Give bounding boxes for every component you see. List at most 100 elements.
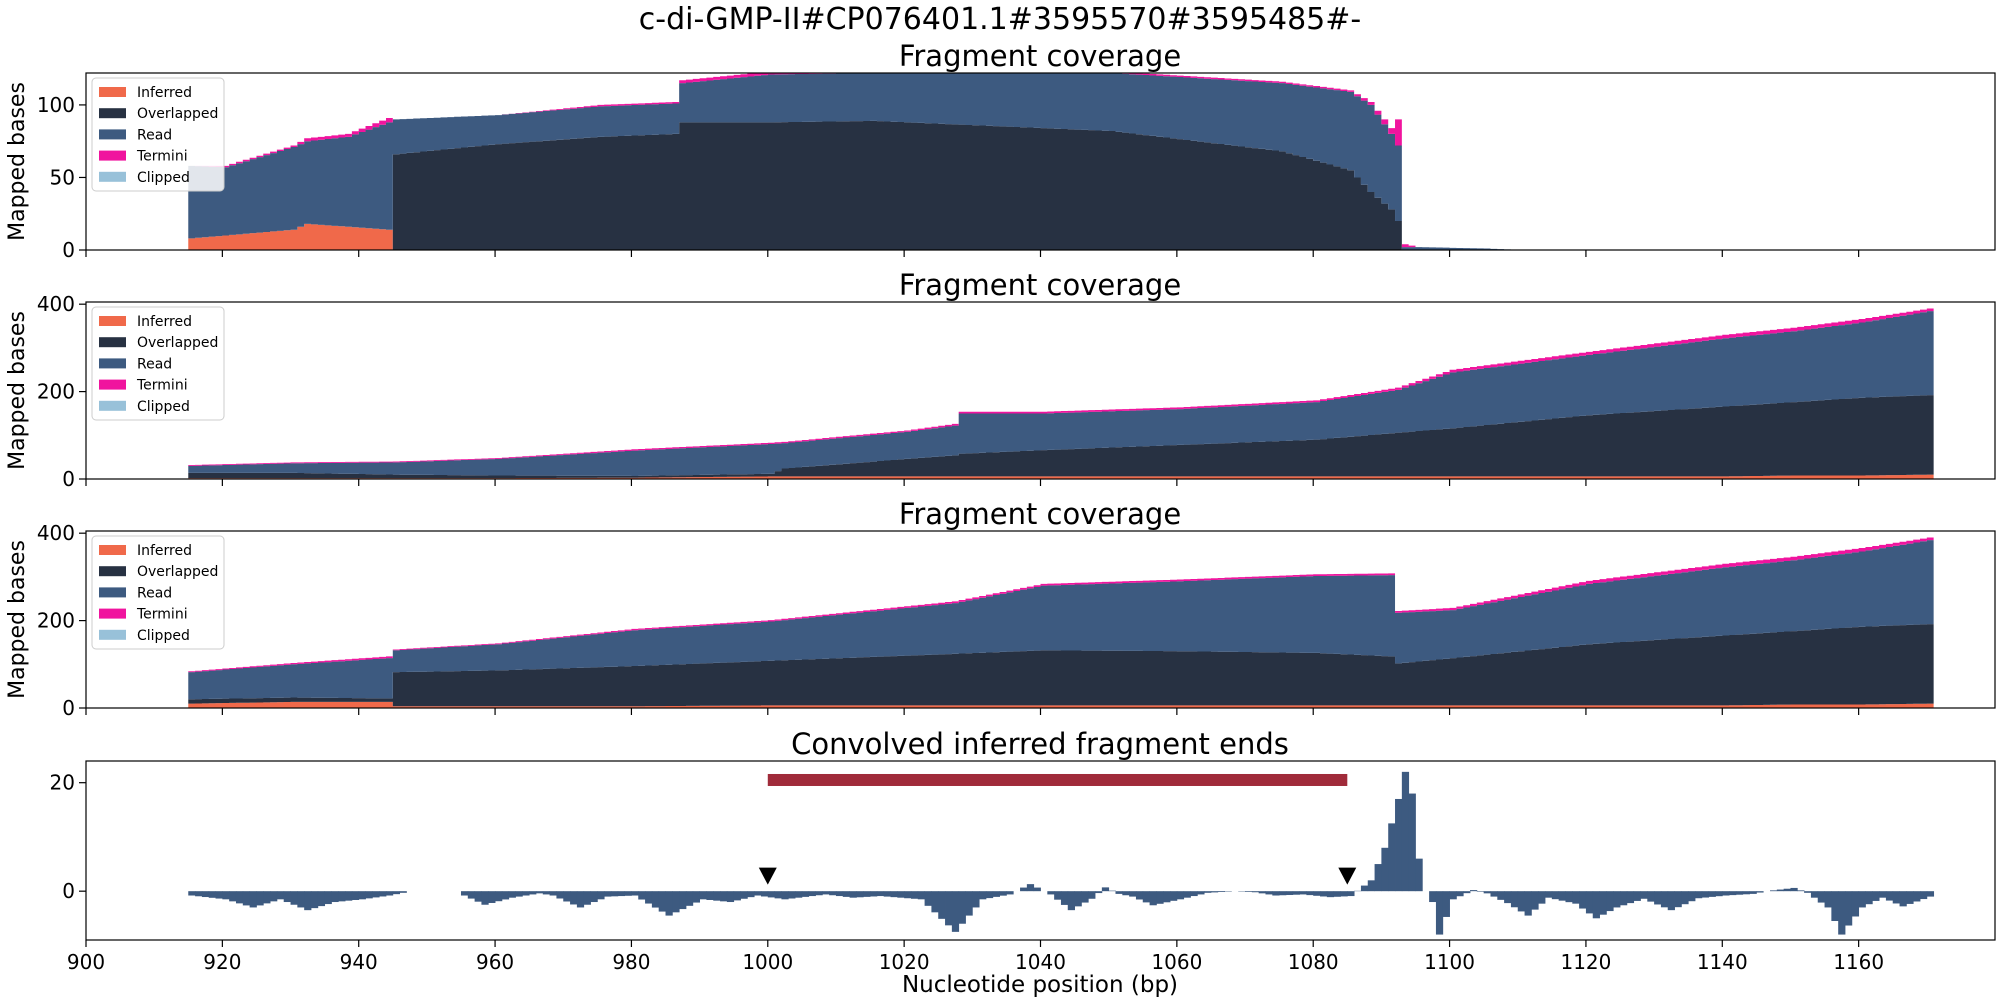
convolved-bar	[1388, 823, 1396, 892]
convolved-bar	[1463, 891, 1471, 894]
convolved-bar	[1640, 891, 1648, 899]
convolved-bar	[283, 891, 291, 903]
convolved-bar	[740, 891, 748, 899]
convolved-bar	[1006, 891, 1014, 895]
coverage-panel-3: Fragment coverage 0 200 400 Mapped bases Infe…	[5, 497, 1996, 720]
convolved-bar	[1572, 891, 1580, 904]
panel-title: Convolved inferred fragment ends	[791, 727, 1289, 761]
convolved-bar	[1776, 889, 1785, 892]
convolved-bar	[1197, 891, 1205, 895]
convolved-bar	[324, 891, 332, 905]
convolved-bar	[965, 891, 973, 916]
y-tick-label: 20	[50, 771, 75, 795]
convolved-bar	[1279, 891, 1287, 896]
series-overlapped	[188, 120, 1525, 250]
coverage-panel-1: Fragment coverage 0 50 100 Mapped bases Infer…	[5, 39, 1996, 262]
legend-swatch-termini	[99, 150, 126, 161]
x-tick-label: 920	[203, 950, 241, 974]
convolved-bar	[679, 891, 687, 910]
convolved-bar	[474, 891, 482, 902]
convolved-bar	[1170, 891, 1178, 901]
convolved-bar	[392, 891, 401, 895]
convolved-bar	[1626, 891, 1635, 904]
convolved-bar	[842, 891, 850, 897]
convolved-bar	[1538, 891, 1546, 904]
legend: Inferred Overlapped Read Termini Clipped	[91, 535, 225, 650]
convolved-bar	[617, 891, 626, 897]
series-inferred	[188, 474, 1934, 479]
convolved-bar	[481, 891, 489, 905]
convolved-bar	[215, 891, 223, 899]
convolved-bar	[1204, 891, 1212, 893]
convolved-bar	[1251, 891, 1260, 893]
convolved-bar	[638, 891, 646, 900]
convolved-bar	[542, 891, 551, 895]
convolved-bar	[1599, 891, 1607, 915]
convolved-bar	[631, 891, 639, 896]
convolved-bar	[1695, 891, 1703, 899]
convolved-bar	[1149, 891, 1157, 906]
x-tick-label: 1160	[1833, 950, 1884, 974]
convolved-bar	[1722, 891, 1730, 896]
convolved-bar	[1565, 891, 1573, 903]
convolved-bar	[665, 891, 673, 916]
convolved-bar	[1715, 891, 1723, 897]
legend-label-overlapped: Overlapped	[137, 335, 218, 351]
convolved-bar	[235, 891, 244, 904]
convolved-bar	[910, 891, 919, 899]
convolved-bar	[1647, 891, 1655, 902]
panel-title: Fragment coverage	[899, 268, 1181, 302]
x-tick-label: 940	[340, 950, 378, 974]
legend-label-clipped: Clipped	[137, 628, 190, 644]
convolved-bar	[1108, 890, 1116, 892]
convolved-bar	[917, 891, 925, 900]
convolved-bar	[570, 891, 578, 905]
convolved-bar	[849, 891, 857, 898]
convolved-bar	[1245, 891, 1253, 892]
series-read	[188, 73, 1525, 250]
convolved-bar	[1551, 891, 1560, 900]
convolved-bar	[897, 891, 905, 898]
convolved-bar	[1163, 891, 1171, 903]
legend-label-inferred: Inferred	[137, 543, 192, 559]
convolved-bar	[345, 891, 353, 901]
boundary-marker	[1338, 867, 1357, 885]
convolved-bar	[1435, 891, 1444, 935]
series-inferred	[188, 701, 1934, 708]
x-tick-label: 1040	[1015, 950, 1066, 974]
convolved-bar	[270, 891, 278, 902]
convolved-bar	[290, 891, 298, 905]
convolved-bar	[658, 891, 666, 912]
convolved-bar	[365, 891, 373, 899]
panel-title: Fragment coverage	[899, 497, 1181, 531]
series-read	[188, 540, 1934, 700]
convolved-bar	[1531, 891, 1539, 910]
convolved-bar	[774, 891, 782, 899]
y-tick-label: 200	[37, 380, 75, 404]
legend-swatch-inferred	[99, 545, 126, 555]
series-overlapped	[188, 395, 1934, 479]
plot-area	[188, 73, 1525, 250]
convolved-bar	[958, 891, 966, 924]
legend: Inferred Overlapped Read Termini Clipped	[91, 306, 225, 421]
convolved-bar	[1620, 891, 1628, 906]
series-overlapped	[188, 624, 1934, 707]
y-tick-label: 0	[62, 696, 75, 720]
axes-frame	[85, 760, 1996, 941]
convolved-bar	[1735, 891, 1744, 895]
convolved-bar	[1265, 891, 1273, 895]
convolved-bar	[1742, 891, 1750, 895]
convolved-bar	[1633, 891, 1641, 901]
x-tick-label: 1020	[879, 950, 930, 974]
convolved-bar	[276, 891, 285, 900]
convolved-bar	[372, 891, 380, 898]
figure-suptitle: c-di-GMP-II#CP076401.1#3595570#3595485#-	[639, 2, 1361, 37]
series-read	[188, 311, 1934, 476]
convolved-bar	[972, 891, 980, 908]
convolved-bar	[1920, 891, 1928, 900]
convolved-bar	[501, 891, 510, 900]
legend-box	[91, 77, 225, 192]
convolved-bar	[808, 891, 816, 897]
convolved-bar	[1667, 891, 1675, 911]
